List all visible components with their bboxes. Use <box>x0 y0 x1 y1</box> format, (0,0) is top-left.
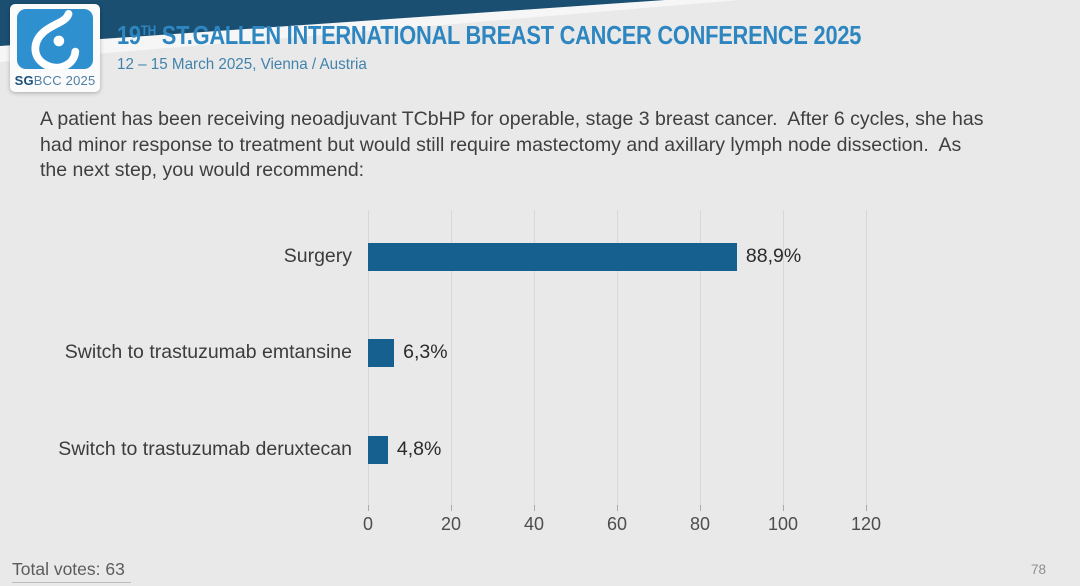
logo-card: SGBCC 2025 <box>10 4 100 92</box>
conference-subtitle: 12 – 15 March 2025, Vienna / Austria <box>117 56 367 73</box>
x-axis-tick <box>866 505 867 511</box>
ribbon-navy-wedge <box>0 0 665 46</box>
gridline <box>866 210 867 505</box>
x-axis-tick <box>368 505 369 511</box>
bar <box>368 243 737 271</box>
gridline <box>783 210 784 505</box>
logo-label-sg: SG <box>14 73 34 88</box>
gridline <box>534 210 535 505</box>
x-axis-tick-label: 80 <box>689 514 711 534</box>
bar <box>368 339 395 367</box>
header-text-block: 19TH ST.GALLEN INTERNATIONAL BREAST CANC… <box>117 20 1003 74</box>
x-axis-tick-label: 40 <box>523 514 545 534</box>
category-label: Switch to trastuzumab deruxtecan <box>58 438 352 460</box>
x-axis-tick-label: 120 <box>850 514 882 534</box>
logo-tile <box>17 9 93 69</box>
x-axis-tick <box>534 505 535 511</box>
title-main: ST.GALLEN INTERNATIONAL BREAST CANCER CO… <box>155 20 862 50</box>
sgbcc-breast-logo-icon <box>31 9 80 69</box>
x-axis-tick <box>617 505 618 511</box>
total-votes: Total votes: 63 <box>12 559 131 583</box>
x-axis-tick-label: 100 <box>767 514 799 534</box>
x-axis-tick <box>451 505 452 511</box>
gridline <box>451 210 452 505</box>
page-number: 78 <box>1030 562 1046 577</box>
bar <box>368 436 388 464</box>
conference-title: 19TH ST.GALLEN INTERNATIONAL BREAST CANC… <box>117 20 861 51</box>
logo-label-bcc: BCC 2025 <box>33 73 96 88</box>
x-axis-tick-label: 20 <box>440 514 462 534</box>
header-ribbon <box>0 0 740 62</box>
gridline <box>700 210 701 505</box>
category-label: Switch to trastuzumab emtansine <box>64 341 352 363</box>
category-label: Surgery <box>283 245 352 267</box>
x-axis-tick-label: 60 <box>606 514 628 534</box>
x-axis-tick-label: 0 <box>362 514 373 534</box>
value-label: 4,8% <box>396 438 442 460</box>
x-axis-tick <box>783 505 784 511</box>
logo-label: SGBCC 2025 <box>15 73 96 88</box>
x-axis-tick <box>700 505 701 511</box>
title-superscript: TH <box>140 22 156 38</box>
value-label: 6,3% <box>403 341 448 363</box>
question-text: A patient has been receiving neoadjuvant… <box>40 108 989 181</box>
value-label: 88,9% <box>745 245 802 267</box>
gridline <box>617 210 618 505</box>
title-prefix: 19 <box>117 20 141 50</box>
